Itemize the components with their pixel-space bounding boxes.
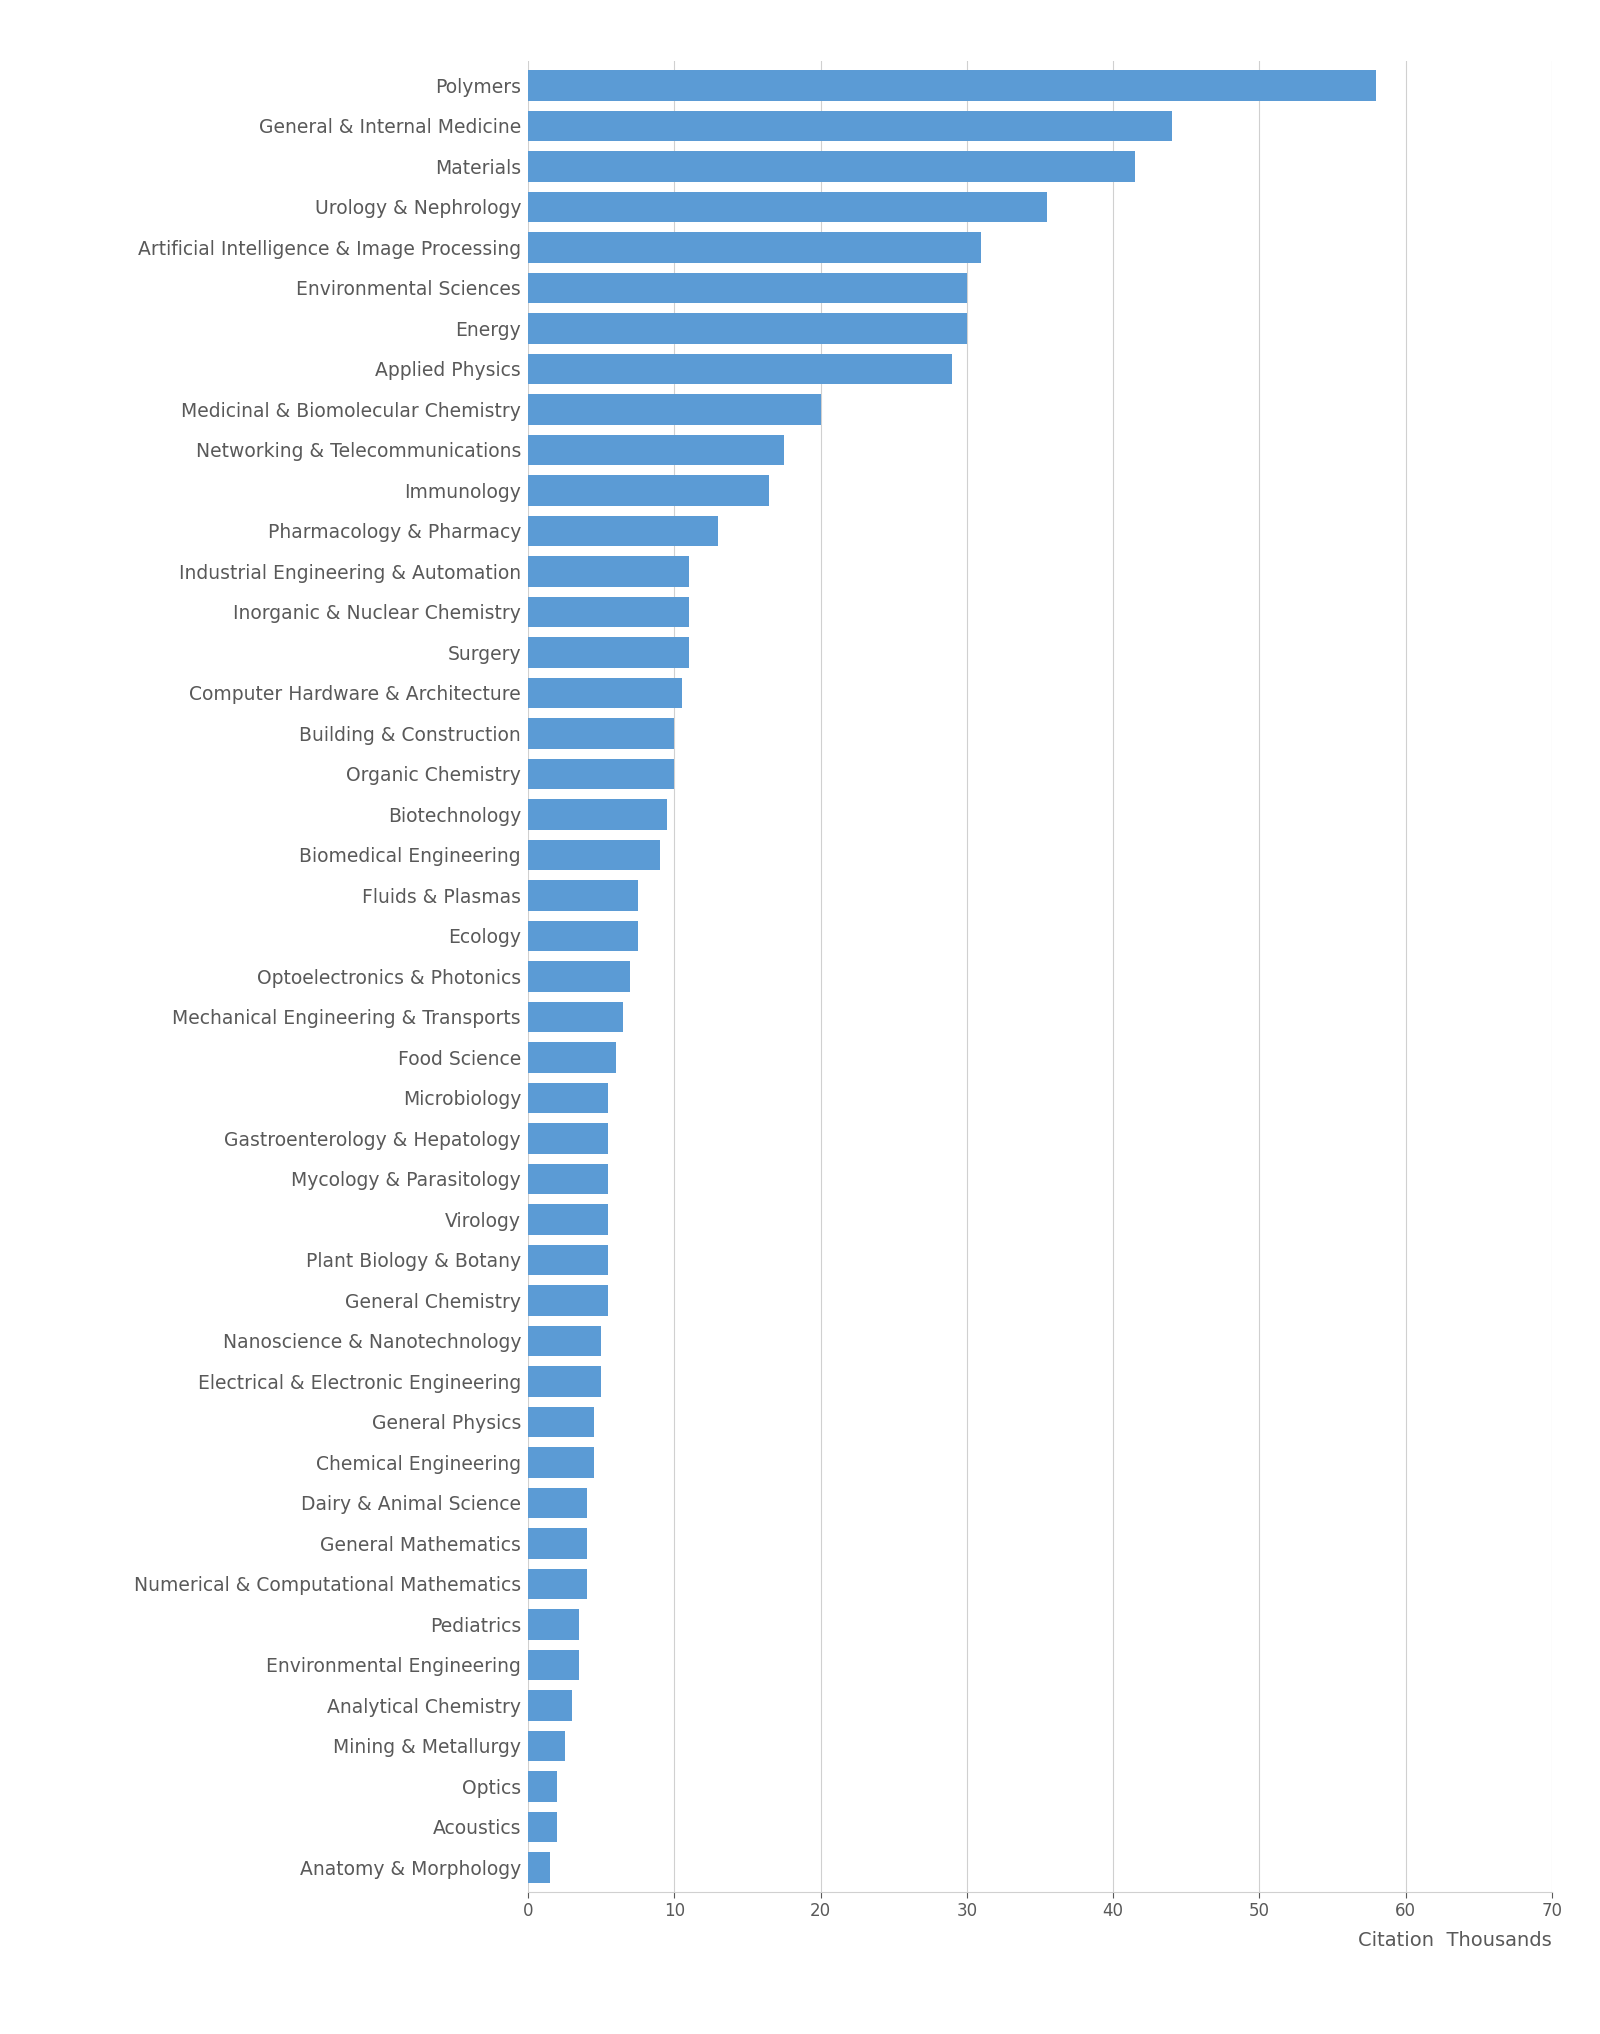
Bar [528, 1487, 587, 1517]
Bar [528, 677, 682, 708]
Bar [528, 110, 1171, 140]
Bar [528, 637, 690, 667]
Bar [528, 1690, 571, 1721]
Bar [528, 1041, 616, 1072]
Bar [528, 1650, 579, 1680]
Bar [528, 1609, 579, 1639]
Bar [528, 1367, 602, 1397]
Bar [528, 69, 1376, 100]
Bar [528, 1245, 608, 1275]
Bar [528, 1408, 594, 1436]
Bar [528, 476, 770, 506]
Bar [528, 232, 981, 262]
Bar [528, 840, 659, 871]
Bar [528, 1285, 608, 1316]
Bar [528, 395, 821, 425]
Bar [528, 1446, 594, 1477]
Bar [528, 1568, 587, 1599]
Bar [528, 555, 690, 586]
Bar [528, 881, 638, 911]
Bar [528, 759, 674, 789]
Bar [528, 596, 690, 626]
Bar [528, 435, 784, 466]
Bar [528, 273, 966, 303]
Bar [528, 191, 1048, 222]
Bar [528, 1123, 608, 1153]
Bar [528, 313, 966, 344]
Bar [528, 962, 630, 991]
Bar [528, 1163, 608, 1194]
Bar [528, 1326, 602, 1357]
Bar [528, 921, 638, 952]
Bar [528, 1528, 587, 1558]
Bar [528, 1731, 565, 1761]
Bar [528, 151, 1134, 181]
Bar [528, 517, 718, 545]
Bar [528, 1082, 608, 1113]
Bar [528, 718, 674, 749]
Bar [528, 1812, 557, 1843]
X-axis label: Citation  Thousands: Citation Thousands [1358, 1930, 1552, 1951]
Bar [528, 1001, 622, 1031]
Bar [528, 1853, 550, 1883]
Bar [528, 799, 667, 830]
Bar [528, 1204, 608, 1235]
Bar [528, 354, 952, 384]
Bar [528, 1772, 557, 1802]
